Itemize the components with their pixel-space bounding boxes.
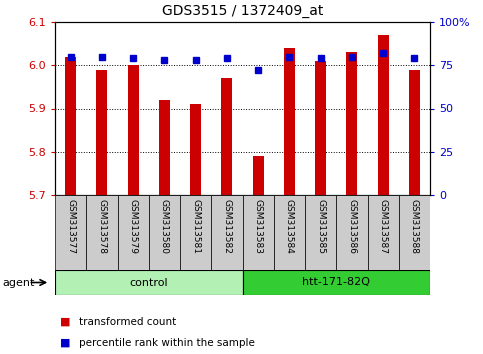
Bar — [55, 195, 86, 270]
Bar — [242, 195, 274, 270]
Bar — [128, 65, 139, 195]
Bar — [221, 78, 232, 195]
Bar — [315, 61, 326, 195]
Text: htt-171-82Q: htt-171-82Q — [302, 278, 370, 287]
Bar — [378, 35, 389, 195]
Bar — [368, 195, 399, 270]
Bar — [65, 57, 76, 195]
Bar — [190, 104, 201, 195]
Text: ■: ■ — [60, 317, 71, 327]
Bar — [149, 195, 180, 270]
Bar — [180, 195, 211, 270]
Text: control: control — [129, 278, 168, 287]
Text: GSM313584: GSM313584 — [285, 199, 294, 253]
Text: GSM313582: GSM313582 — [222, 199, 231, 253]
Text: GSM313588: GSM313588 — [410, 199, 419, 254]
Text: GSM313586: GSM313586 — [347, 199, 356, 254]
Bar — [305, 195, 336, 270]
Bar — [284, 48, 295, 195]
Bar — [97, 70, 107, 195]
Text: GSM313580: GSM313580 — [160, 199, 169, 254]
Text: ■: ■ — [60, 338, 71, 348]
Text: GSM313581: GSM313581 — [191, 199, 200, 254]
Text: transformed count: transformed count — [79, 317, 176, 327]
Bar — [253, 156, 264, 195]
Bar — [242, 270, 430, 295]
Bar — [86, 195, 117, 270]
Text: agent: agent — [2, 278, 35, 287]
Bar — [399, 195, 430, 270]
Text: GSM313578: GSM313578 — [98, 199, 106, 254]
Bar — [336, 195, 368, 270]
Text: GSM313579: GSM313579 — [128, 199, 138, 254]
Text: percentile rank within the sample: percentile rank within the sample — [79, 338, 255, 348]
Bar — [274, 195, 305, 270]
Bar — [211, 195, 242, 270]
Text: GSM313583: GSM313583 — [254, 199, 263, 254]
Bar — [346, 52, 357, 195]
Bar — [55, 270, 242, 295]
Text: GSM313587: GSM313587 — [379, 199, 388, 254]
Bar — [159, 100, 170, 195]
Text: GDS3515 / 1372409_at: GDS3515 / 1372409_at — [162, 4, 323, 18]
Text: GSM313577: GSM313577 — [66, 199, 75, 254]
Bar — [117, 195, 149, 270]
Bar — [409, 70, 420, 195]
Text: GSM313585: GSM313585 — [316, 199, 325, 254]
